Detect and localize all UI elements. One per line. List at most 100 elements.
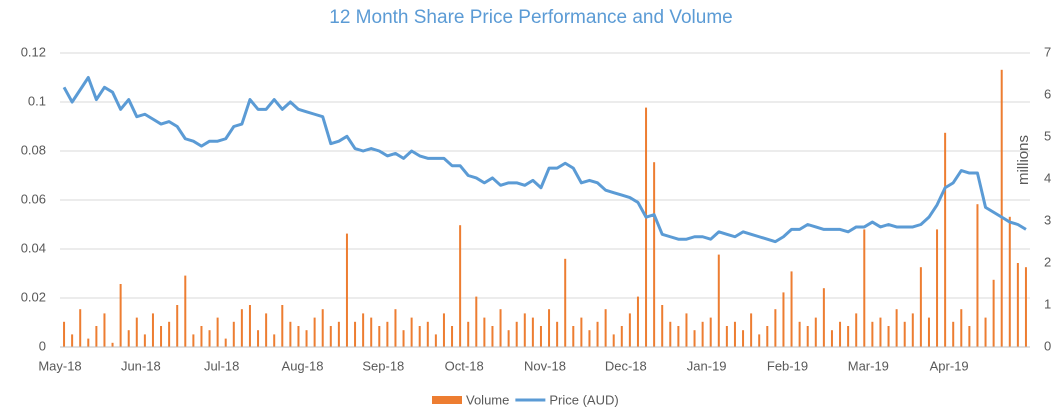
- volume-bar: [329, 326, 332, 347]
- volume-bar: [984, 317, 987, 347]
- volume-bar: [232, 321, 235, 347]
- volume-bar: [887, 326, 890, 347]
- y2-axis-label: millions: [1015, 135, 1032, 185]
- volume-bar: [669, 321, 672, 347]
- volume-bar: [426, 321, 429, 347]
- volume-bar: [531, 317, 534, 347]
- volume-bar: [281, 305, 284, 347]
- volume-bar: [313, 317, 316, 347]
- volume-bar: [160, 326, 163, 347]
- volume-bar: [184, 275, 187, 347]
- volume-bar: [685, 313, 688, 347]
- volume-bar: [1016, 263, 1019, 347]
- volume-bar: [1008, 216, 1011, 347]
- volume-bar: [515, 321, 518, 347]
- legend-label: Volume: [466, 392, 509, 407]
- y-tick-label: 0.08: [21, 142, 46, 157]
- volume-bar: [297, 326, 300, 347]
- volume-bar: [919, 267, 922, 347]
- volume-bar: [628, 313, 631, 347]
- volume-bar: [200, 326, 203, 347]
- x-tick-label: Aug-18: [282, 358, 324, 373]
- volume-bar: [725, 326, 728, 347]
- volume-bar: [523, 313, 526, 347]
- volume-bar: [645, 107, 648, 347]
- legend-label: Price (AUD): [549, 392, 618, 407]
- volume-bar: [402, 330, 405, 347]
- volume-bar: [758, 334, 761, 347]
- volume-bar: [71, 334, 74, 347]
- y2-tick-label: 6: [1044, 86, 1051, 101]
- y2-tick-label: 7: [1044, 44, 1051, 59]
- volume-bar: [839, 321, 842, 347]
- volume-bar: [345, 233, 348, 347]
- volume-bar: [572, 326, 575, 347]
- volume-bar: [305, 330, 308, 347]
- volume-bar: [1000, 69, 1003, 348]
- volume-bar: [135, 317, 138, 347]
- volume-bar: [451, 326, 454, 347]
- x-tick-label: Feb-19: [767, 358, 808, 373]
- volume-bar: [693, 330, 696, 347]
- volume-bar: [742, 330, 745, 347]
- volume-bar: [224, 338, 227, 347]
- volume-bar: [911, 313, 914, 347]
- volume-bar: [863, 229, 866, 347]
- x-tick-label: Nov-18: [524, 358, 566, 373]
- x-tick-label: Jul-18: [204, 358, 239, 373]
- volume-bar: [95, 326, 98, 347]
- volume-bar: [475, 296, 478, 347]
- volume-bar: [467, 321, 470, 347]
- volume-bar: [855, 313, 858, 347]
- volume-bar: [483, 317, 486, 347]
- volume-bar: [499, 309, 502, 347]
- volume-bar: [143, 334, 146, 347]
- volume-bar: [879, 317, 882, 347]
- volume-bar: [491, 326, 494, 347]
- volume-bar: [830, 330, 833, 347]
- x-tick-label: Jan-19: [687, 358, 727, 373]
- volume-bar: [903, 321, 906, 347]
- volume-bar: [847, 326, 850, 347]
- volume-bar: [459, 225, 462, 347]
- legend-swatch: [432, 396, 462, 404]
- volume-bar: [507, 330, 510, 347]
- volume-bar: [176, 305, 179, 347]
- volume-bar: [976, 204, 979, 347]
- x-tick-label: Apr-19: [930, 358, 969, 373]
- volume-bar: [604, 309, 607, 347]
- volume-bar: [87, 338, 90, 347]
- volume-bar: [386, 321, 389, 347]
- volume-bar: [265, 313, 268, 347]
- y2-tick-label: 5: [1044, 128, 1051, 143]
- volume-bar: [871, 321, 874, 347]
- volume-bar: [766, 326, 769, 347]
- volume-bar: [653, 162, 656, 347]
- volume-bar: [127, 330, 130, 347]
- y2-tick-label: 0: [1044, 338, 1051, 353]
- volume-bar: [79, 309, 82, 347]
- volume-bar: [717, 254, 720, 347]
- volume-bar: [895, 309, 898, 347]
- volume-bar: [709, 317, 712, 347]
- y2-tick-label: 1: [1044, 296, 1051, 311]
- price-line: [62, 76, 1027, 244]
- volume-bar: [321, 309, 324, 347]
- volume-bar: [588, 330, 591, 347]
- y-tick-label: 0.02: [21, 289, 46, 304]
- volume-bar: [111, 342, 114, 347]
- volume-bar: [539, 326, 542, 347]
- volume-bar: [636, 296, 639, 347]
- y2-tick-label: 2: [1044, 254, 1051, 269]
- volume-bar: [442, 313, 445, 347]
- x-tick-label: Oct-18: [445, 358, 484, 373]
- volume-bar: [750, 313, 753, 347]
- x-tick-label: Jun-18: [121, 358, 161, 373]
- volume-bar: [378, 326, 381, 347]
- y-tick-label: 0: [39, 338, 46, 353]
- volume-bar: [960, 309, 963, 347]
- x-tick-label: Dec-18: [605, 358, 647, 373]
- volume-bar: [580, 317, 583, 347]
- volume-bar: [952, 321, 955, 347]
